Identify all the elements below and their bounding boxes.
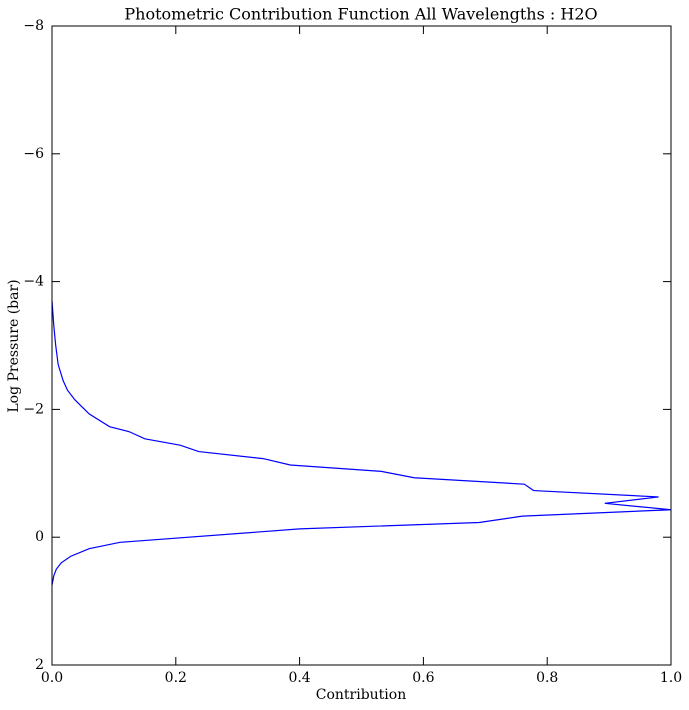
y-tick-label: 2 [35,657,44,673]
y-tick-label: −6 [23,146,44,162]
y-tick-label: −2 [23,401,44,417]
x-tick-label: 0.0 [41,670,63,686]
y-axis-label: Log Pressure (bar) [6,279,22,412]
y-tick-label: −4 [23,274,44,290]
x-tick-label: 0.4 [288,670,310,686]
x-axis-label: Contribution [316,687,406,703]
x-tick-label: 1.0 [660,670,682,686]
chart-title: Photometric Contribution Function All Wa… [124,5,597,24]
x-tick-label: 0.6 [412,670,434,686]
y-tick-label: 0 [35,529,44,545]
plot-frame [51,25,672,666]
data-line [51,300,672,586]
x-tick-label: 0.2 [165,670,187,686]
x-tick-label: 0.8 [536,670,558,686]
y-tick-label: −8 [23,18,44,34]
